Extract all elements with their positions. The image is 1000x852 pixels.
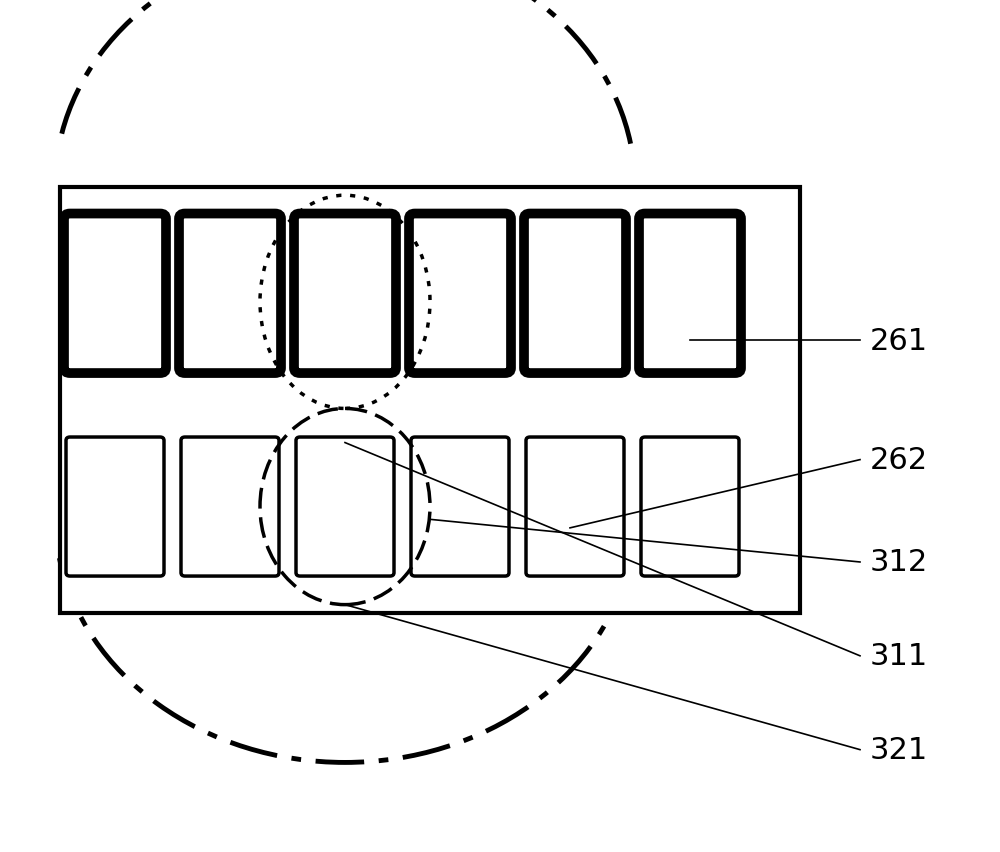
Text: 262: 262 [870,446,928,475]
Bar [60,187,800,613]
FancyBboxPatch shape [526,438,624,576]
Text: 321: 321 [870,735,928,764]
FancyBboxPatch shape [411,438,509,576]
FancyBboxPatch shape [639,215,741,373]
FancyBboxPatch shape [181,438,279,576]
Text: 312: 312 [870,548,928,577]
Text: 311: 311 [870,642,928,671]
FancyBboxPatch shape [294,215,396,373]
FancyBboxPatch shape [409,215,511,373]
Text: 261: 261 [870,326,928,355]
FancyBboxPatch shape [66,438,164,576]
FancyBboxPatch shape [524,215,626,373]
FancyBboxPatch shape [179,215,281,373]
FancyBboxPatch shape [64,215,166,373]
FancyBboxPatch shape [641,438,739,576]
FancyBboxPatch shape [296,438,394,576]
